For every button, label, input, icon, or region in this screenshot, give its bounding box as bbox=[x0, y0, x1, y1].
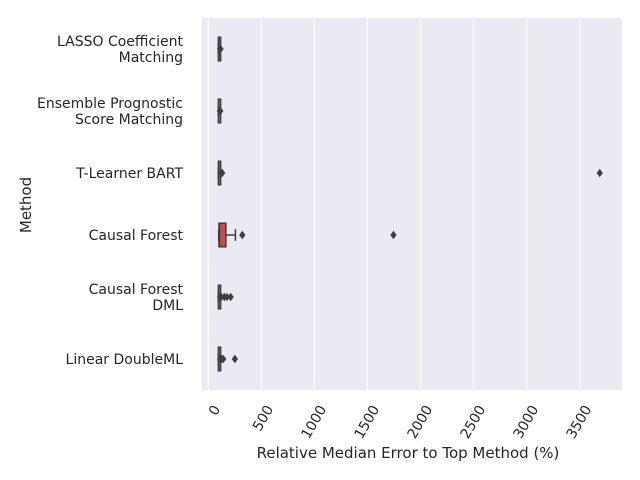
y-tick-label: Causal Forest bbox=[89, 228, 184, 244]
box-group bbox=[217, 160, 603, 186]
x-tick-label: 3000 bbox=[511, 403, 543, 442]
box-group bbox=[217, 346, 239, 372]
box-group bbox=[216, 98, 224, 124]
outlier-point bbox=[227, 292, 234, 302]
outlier-point bbox=[217, 106, 224, 116]
box-group bbox=[216, 284, 234, 310]
y-tick-label: Ensemble Prognostic Score Matching bbox=[37, 96, 183, 128]
y-tick-label: Causal Forest DML bbox=[89, 282, 184, 314]
y-tick-labels: LASSO Coefficient Matching Ensemble Progno… bbox=[37, 34, 184, 368]
x-tick-labels: 0 500 1000 1500 2000 2500 3000 3500 bbox=[206, 403, 596, 442]
y-tick-label-line: Causal Forest bbox=[89, 282, 184, 298]
outlier-point bbox=[217, 292, 225, 302]
x-tick-label: 1000 bbox=[299, 403, 331, 442]
y-tick-label-line: Matching bbox=[119, 50, 183, 66]
y-axis-label: Method bbox=[17, 177, 35, 233]
y-tick-label: Linear DoubleML bbox=[66, 352, 184, 368]
y-tick-label-line: Linear DoubleML bbox=[66, 352, 184, 368]
box-group bbox=[216, 36, 224, 62]
y-tick-label: LASSO Coefficient Matching bbox=[57, 34, 184, 66]
outlier-point bbox=[596, 168, 603, 178]
outlier-point bbox=[239, 230, 246, 240]
boxes-layer bbox=[216, 36, 603, 372]
grid-lines bbox=[207, 18, 581, 390]
x-tick-label: 3500 bbox=[564, 403, 596, 442]
x-tick-label: 2000 bbox=[405, 403, 437, 442]
x-tick-label: 2500 bbox=[458, 403, 490, 442]
y-tick-label-line: Ensemble Prognostic bbox=[37, 96, 183, 112]
x-axis-label: Relative Median Error to Top Method (%) bbox=[257, 444, 560, 462]
y-tick-label-line: Causal Forest bbox=[89, 228, 184, 244]
outlier-point bbox=[220, 354, 227, 364]
outlier-point bbox=[219, 168, 226, 178]
outlier-point bbox=[390, 230, 397, 240]
x-tick-label: 500 bbox=[250, 403, 277, 434]
y-tick-label-line: T-Learner BART bbox=[75, 166, 183, 182]
outlier-point bbox=[217, 44, 224, 54]
y-tick-label-line: DML bbox=[152, 298, 183, 314]
box-group bbox=[217, 222, 397, 248]
plot-area bbox=[202, 18, 622, 390]
outlier-point bbox=[231, 354, 239, 364]
outlier-point bbox=[223, 292, 231, 302]
x-tick-label: 1500 bbox=[352, 403, 384, 442]
y-tick-label-line: LASSO Coefficient bbox=[57, 34, 184, 50]
y-tick-label-line: Score Matching bbox=[75, 112, 183, 128]
y-tick-label: T-Learner BART bbox=[75, 166, 183, 182]
x-tick-label: 0 bbox=[206, 403, 224, 419]
